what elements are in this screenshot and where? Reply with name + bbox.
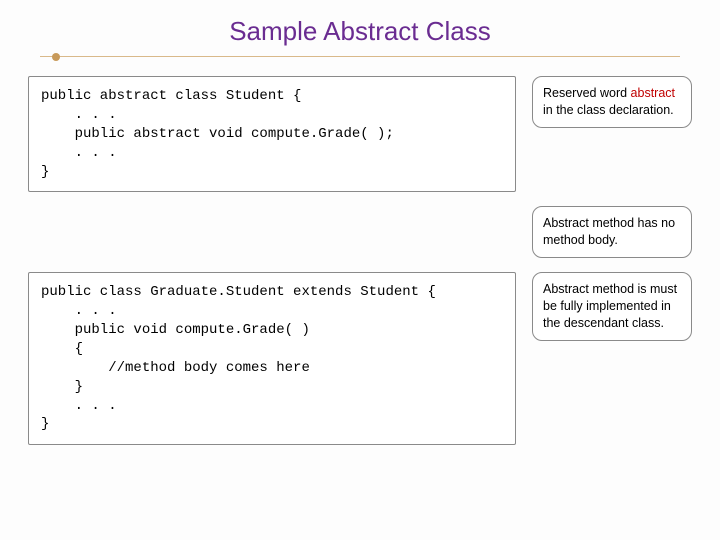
page-title: Sample Abstract Class: [0, 0, 720, 55]
divider-dot-icon: [52, 53, 60, 61]
note-reserved-word: Reserved word abstract in the class decl…: [532, 76, 692, 128]
code-line: }: [41, 416, 49, 432]
note-text: in the class declaration.: [543, 103, 674, 117]
note-column-2: Abstract method has no method body.: [532, 206, 692, 258]
note-column-1: Reserved word abstract in the class decl…: [532, 76, 692, 128]
row-1: public abstract class Student { . . . pu…: [28, 76, 692, 192]
code-line: public void compute.Grade( ): [41, 322, 310, 338]
code-line: public abstract class Student {: [41, 88, 301, 104]
title-divider: [40, 55, 680, 58]
note-column-3: Abstract method is must be fully impleme…: [532, 272, 692, 341]
note-no-body: Abstract method has no method body.: [532, 206, 692, 258]
code-line: }: [41, 164, 49, 180]
row-3: public class Graduate.Student extends St…: [28, 272, 692, 445]
code-line: //method body comes here: [41, 360, 310, 376]
code-line: public class Graduate.Student extends St…: [41, 284, 436, 300]
note-text: Reserved word: [543, 86, 631, 100]
row-2: Abstract method has no method body.: [28, 206, 692, 258]
note-implemented: Abstract method is must be fully impleme…: [532, 272, 692, 341]
code-line: . . .: [41, 145, 117, 161]
code-line: public abstract void compute.Grade( );: [41, 126, 394, 142]
code-line: . . .: [41, 398, 117, 414]
content-area: public abstract class Student { . . . pu…: [0, 76, 720, 445]
code-box-student: public abstract class Student { . . . pu…: [28, 76, 516, 192]
keyword-abstract: abstract: [631, 86, 675, 100]
code-line: {: [41, 341, 83, 357]
code-line: }: [41, 379, 83, 395]
code-box-graduate: public class Graduate.Student extends St…: [28, 272, 516, 445]
code-line: . . .: [41, 303, 117, 319]
code-line: . . .: [41, 107, 117, 123]
